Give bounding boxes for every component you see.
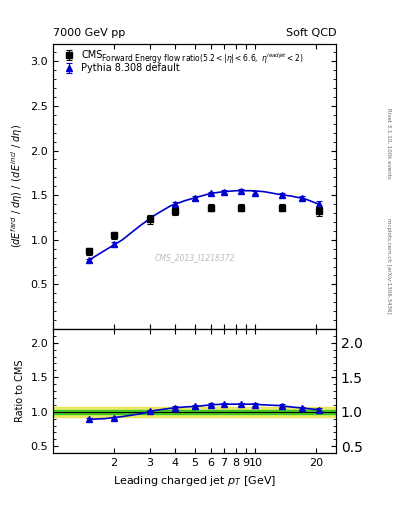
Text: Soft QCD: Soft QCD <box>286 28 336 38</box>
Text: CMS_2013_I1218372: CMS_2013_I1218372 <box>154 253 235 262</box>
Y-axis label: Ratio to CMS: Ratio to CMS <box>15 360 25 422</box>
Text: Forward Energy flow ratio$(5.2 < |\eta| < 6.6,\ \eta^{leadjet} < 2)$: Forward Energy flow ratio$(5.2 < |\eta| … <box>101 52 304 67</box>
Bar <box>53 410 336 414</box>
Legend: CMS, Pythia 8.308 default: CMS, Pythia 8.308 default <box>58 48 182 75</box>
X-axis label: Leading charged jet $p_T$ [GeV]: Leading charged jet $p_T$ [GeV] <box>113 474 276 487</box>
Bar <box>53 407 336 417</box>
Y-axis label: $(dE^{fard}\ /\ d\eta)\ /\ (d\,E^{incl}\ /\ d\eta)$: $(dE^{fard}\ /\ d\eta)\ /\ (d\,E^{incl}\… <box>9 124 25 248</box>
Text: Rivet 3.1.10, 100k events: Rivet 3.1.10, 100k events <box>386 108 391 179</box>
Text: 7000 GeV pp: 7000 GeV pp <box>53 28 125 38</box>
Text: mcplots.cern.ch [arXiv:1306.3436]: mcplots.cern.ch [arXiv:1306.3436] <box>386 219 391 314</box>
